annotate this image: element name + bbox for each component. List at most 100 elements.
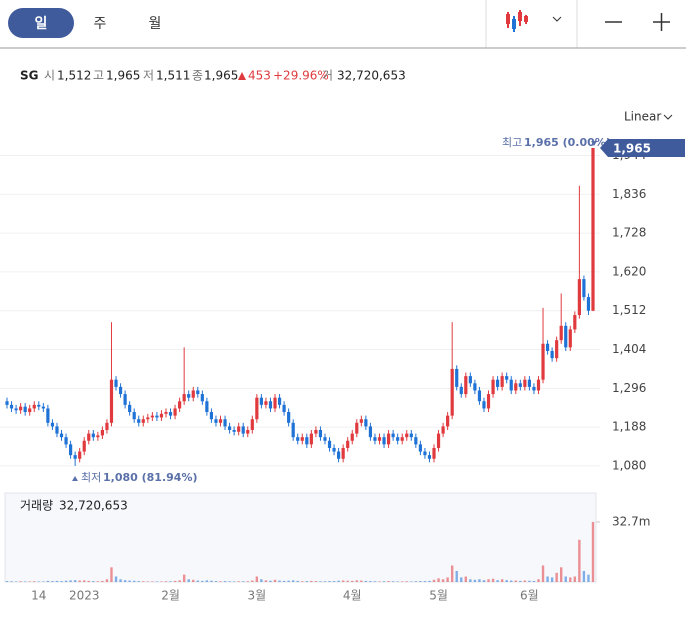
volume-bar bbox=[505, 580, 508, 582]
candle-body bbox=[577, 279, 581, 316]
scale-chevron[interactable] bbox=[663, 114, 673, 120]
candle-body bbox=[477, 390, 482, 402]
candle-body bbox=[209, 412, 214, 420]
tab-label[interactable]: 주 bbox=[94, 16, 107, 32]
volume-bar bbox=[92, 581, 95, 582]
volume-bar bbox=[582, 570, 586, 582]
candle-body bbox=[191, 390, 195, 398]
candle-body bbox=[586, 297, 591, 311]
candle-body bbox=[200, 394, 204, 402]
up-arrow bbox=[238, 72, 246, 80]
tab-label[interactable]: 일 bbox=[35, 16, 48, 32]
chart-type-icon[interactable] bbox=[506, 10, 528, 32]
volume-bar bbox=[60, 581, 63, 582]
candle-body bbox=[273, 397, 277, 409]
candle-body bbox=[405, 433, 409, 438]
volume-bar bbox=[569, 577, 572, 582]
candle-body bbox=[377, 437, 382, 441]
candle-body bbox=[332, 447, 336, 452]
candle-body bbox=[532, 386, 536, 391]
volume-bar bbox=[419, 581, 422, 582]
volume-bar bbox=[510, 580, 513, 582]
candle-body bbox=[100, 430, 104, 436]
volume-bar bbox=[151, 581, 154, 582]
volume-bar bbox=[541, 565, 545, 582]
candle-body bbox=[268, 401, 273, 409]
volume-bar bbox=[155, 581, 159, 582]
tab-day[interactable] bbox=[8, 8, 74, 38]
candle-body bbox=[37, 404, 41, 407]
volume-bar bbox=[464, 576, 468, 582]
candle-body bbox=[137, 419, 141, 423]
candle-body bbox=[432, 447, 436, 459]
candle-body bbox=[150, 415, 154, 418]
volume-bar bbox=[110, 567, 113, 582]
max-marker bbox=[591, 141, 597, 146]
volume-bar bbox=[423, 581, 427, 582]
close-label: 종 bbox=[192, 69, 203, 83]
volume-bar bbox=[223, 581, 227, 582]
candle-body bbox=[518, 383, 522, 387]
volume-bar bbox=[514, 580, 517, 582]
candle-body bbox=[464, 376, 468, 395]
marks: 14 2023 2월 3월 4월 5월 6월 bbox=[5, 147, 595, 603]
candle-body bbox=[250, 419, 254, 430]
candle-body bbox=[496, 379, 500, 387]
candle-body bbox=[468, 376, 472, 384]
candle-body bbox=[91, 433, 95, 438]
candle-body bbox=[19, 406, 23, 411]
change: 453 bbox=[248, 69, 271, 83]
candle-body bbox=[391, 433, 395, 438]
volume-bar bbox=[128, 580, 131, 582]
volume-bar bbox=[51, 581, 54, 582]
candle-body bbox=[9, 404, 14, 409]
candle-body bbox=[146, 417, 150, 420]
scale-select[interactable]: Linear bbox=[624, 110, 661, 124]
volume-bar bbox=[173, 580, 177, 582]
dropdown-chevron[interactable] bbox=[552, 16, 562, 22]
candle-body bbox=[205, 401, 209, 413]
volume-bar bbox=[228, 581, 231, 582]
volume-bar bbox=[10, 581, 13, 582]
high-value: 1,965 bbox=[106, 69, 140, 83]
tab-label[interactable]: 월 bbox=[149, 16, 162, 32]
volume-bar bbox=[291, 580, 295, 582]
zoom-in[interactable] bbox=[653, 13, 670, 31]
candle-body bbox=[409, 433, 413, 438]
volume-bar bbox=[201, 580, 204, 582]
volume-bar bbox=[23, 581, 27, 582]
volume-bar bbox=[160, 581, 163, 582]
y-tick-label: 1,188 bbox=[612, 420, 646, 434]
volume-bar bbox=[587, 574, 590, 582]
volume-bar bbox=[441, 579, 445, 582]
candle-body bbox=[14, 408, 18, 411]
candle-body bbox=[514, 383, 518, 391]
candle-body bbox=[459, 386, 463, 395]
candle-body bbox=[50, 422, 55, 427]
symbol: SG bbox=[20, 69, 39, 83]
candle-body bbox=[259, 397, 263, 405]
volume-value: 32,720,653 bbox=[337, 69, 406, 83]
candle-body bbox=[550, 350, 554, 359]
volume-bar bbox=[437, 578, 440, 582]
volume-bar bbox=[550, 577, 554, 582]
volume-bar bbox=[487, 579, 490, 582]
volume-bar bbox=[405, 581, 408, 582]
volume-bar bbox=[137, 581, 140, 582]
volume-bar bbox=[142, 581, 145, 582]
volume-bar bbox=[87, 580, 90, 582]
candle-body bbox=[373, 437, 377, 441]
x-tick-label: 4월 bbox=[343, 589, 362, 603]
candle-body bbox=[318, 430, 323, 438]
volume-bar bbox=[264, 580, 268, 582]
volume-bar bbox=[28, 581, 31, 582]
candle-body bbox=[287, 412, 291, 423]
volume-bar bbox=[232, 581, 236, 582]
volume-bar bbox=[387, 581, 390, 582]
volume-bar bbox=[273, 579, 277, 582]
volume-bar bbox=[491, 578, 495, 582]
volume-bar bbox=[19, 581, 22, 582]
candle-body bbox=[346, 440, 350, 448]
candle-body bbox=[132, 412, 136, 420]
